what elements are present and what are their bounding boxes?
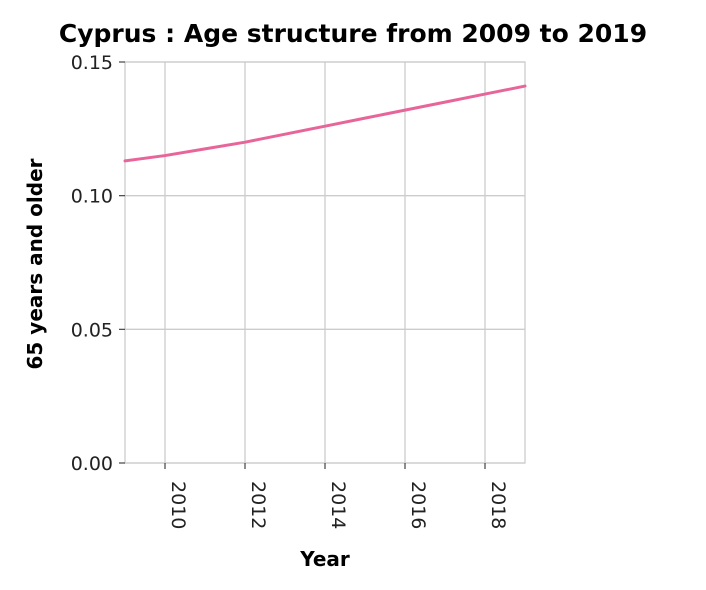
x-tick-label: 2016 — [407, 481, 429, 529]
y-tick-label: 0.05 — [71, 319, 113, 341]
y-axis-label: 65 years and older — [23, 158, 47, 369]
series-line — [123, 84, 527, 163]
series-layer — [123, 84, 527, 163]
x-tick-label: 2010 — [167, 481, 189, 529]
x-axis-label: Year — [299, 547, 350, 571]
grid-layer — [124, 61, 526, 464]
tick-layer: 2010 2012 2014 2016 2018 0.00 0.05 0.10 0.15 — [71, 52, 509, 529]
chart-title: Cyprus : Age structure from 2009 to 2019 — [59, 19, 647, 48]
x-tick-label: 2014 — [327, 481, 349, 529]
x-tick-label: 2018 — [487, 481, 509, 529]
x-tick-label: 2012 — [247, 481, 269, 529]
y-tick-label: 0.00 — [71, 453, 113, 475]
y-tick-label: 0.15 — [71, 52, 113, 74]
y-tick-label: 0.10 — [71, 186, 113, 208]
